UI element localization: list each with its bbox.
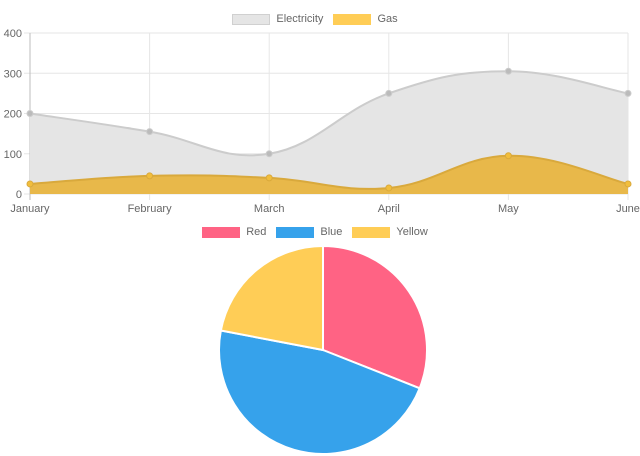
data-point-electricity[interactable] bbox=[265, 150, 273, 158]
legend-label-gas: Gas bbox=[377, 13, 398, 25]
y-tick-label: 400 bbox=[4, 28, 22, 40]
legend-swatch-red bbox=[202, 226, 241, 238]
data-point-gas[interactable] bbox=[26, 180, 34, 188]
data-point-gas[interactable] bbox=[504, 152, 512, 160]
pie-slice-blue[interactable] bbox=[218, 329, 421, 456]
line-chart: 0 100 200 300 400 January February March April M… bbox=[4, 28, 640, 215]
pie-slice-red[interactable] bbox=[322, 244, 428, 390]
x-tick-label: April bbox=[378, 203, 400, 215]
legend-label-electricity: Electricity bbox=[276, 13, 324, 25]
legend-swatch-blue bbox=[276, 226, 315, 238]
pie-chart-legend: Red Blue Yellow bbox=[0, 226, 640, 238]
legend-swatch-gas bbox=[333, 13, 372, 25]
y-axis-ticks: 0 100 200 300 400 bbox=[4, 28, 22, 201]
y-tick-label: 200 bbox=[4, 109, 22, 121]
x-axis-ticks: January February March April May June bbox=[10, 203, 640, 215]
legend-item-yellow[interactable]: Yellow bbox=[352, 226, 428, 238]
data-point-gas[interactable] bbox=[624, 180, 632, 188]
legend-swatch-yellow bbox=[352, 226, 391, 238]
legend-label-yellow: Yellow bbox=[396, 226, 428, 238]
area-gas bbox=[30, 155, 628, 194]
x-tick-label: February bbox=[128, 203, 173, 215]
legend-item-red[interactable]: Red bbox=[202, 226, 266, 238]
legend-item-electricity[interactable]: Electricity bbox=[232, 13, 323, 25]
legend-item-gas[interactable]: Gas bbox=[333, 13, 398, 25]
x-tick-label: March bbox=[254, 203, 285, 215]
x-tick-label: May bbox=[498, 203, 519, 215]
x-tick-label: June bbox=[616, 203, 640, 215]
chart-areas bbox=[29, 70, 629, 194]
legend-label-blue: Blue bbox=[320, 226, 343, 238]
data-point-gas[interactable] bbox=[385, 184, 393, 192]
legend-item-blue[interactable]: Blue bbox=[276, 226, 342, 238]
data-point-gas[interactable] bbox=[265, 174, 273, 182]
data-point-electricity[interactable] bbox=[624, 89, 632, 97]
line-chart-legend: Electricity Gas bbox=[0, 13, 640, 25]
y-tick-label: 100 bbox=[4, 149, 22, 161]
line-gas bbox=[29, 154, 629, 190]
y-tick-label: 0 bbox=[16, 189, 22, 201]
data-point-electricity[interactable] bbox=[504, 67, 512, 75]
line-electricity bbox=[29, 70, 629, 157]
y-tick-label: 300 bbox=[4, 68, 22, 80]
legend-label-red: Red bbox=[246, 226, 267, 238]
data-point-electricity[interactable] bbox=[385, 89, 393, 97]
chart-points bbox=[26, 67, 632, 192]
legend-swatch-electricity bbox=[232, 13, 271, 25]
data-point-gas[interactable] bbox=[146, 172, 154, 180]
pie-slice-yellow[interactable] bbox=[219, 244, 324, 352]
x-tick-label: January bbox=[10, 203, 50, 215]
data-point-electricity[interactable] bbox=[146, 128, 154, 136]
data-point-electricity[interactable] bbox=[26, 110, 34, 117]
